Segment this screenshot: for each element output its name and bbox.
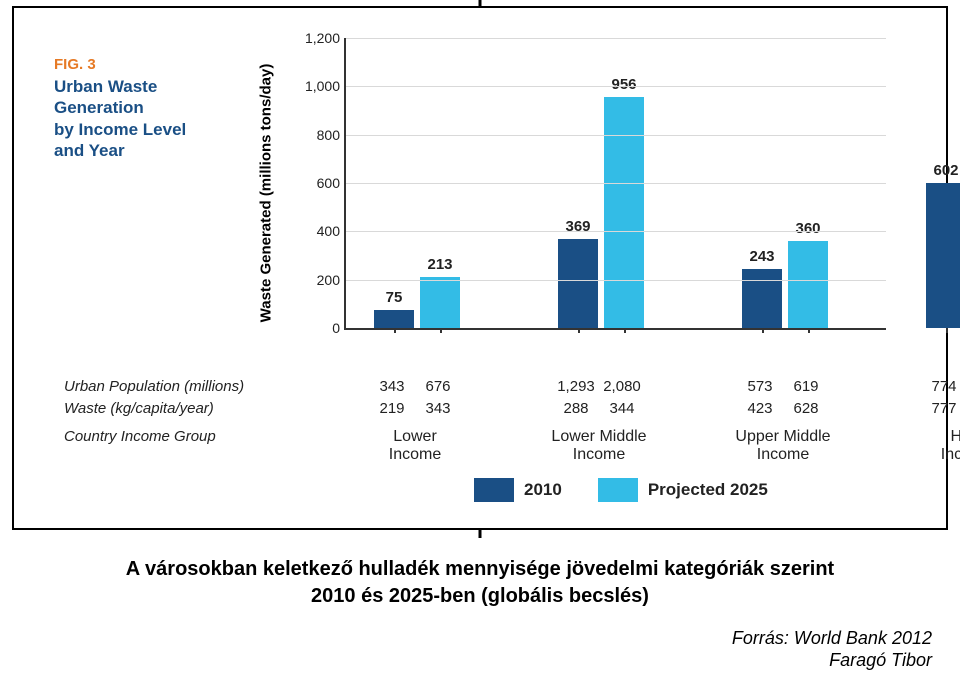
frame-bottom-tick [479,528,482,538]
gridline [346,183,886,184]
bar-2010: 75 [374,310,414,328]
figure-title-line: Urban Waste [54,77,157,96]
legend-item-2010: 2010 [474,478,562,502]
legend-label-2010: 2010 [524,480,562,500]
y-axis-label: Waste Generated (millions tons/day) [258,64,275,323]
table-group-label: Lower MiddleIncome [534,428,664,464]
x-tick [440,328,442,333]
bar-2025: 213 [420,277,460,328]
bar-value-label: 369 [565,218,590,239]
gridline [346,86,886,87]
figure-title-line: Generation [54,98,144,117]
bar-2010: 602 [926,183,960,328]
table-cell: 777 [919,400,960,417]
figure-label: FIG. 3 Urban Waste Generation by Income … [54,56,234,161]
bar-value-label: 75 [386,289,403,310]
table-row-label: Waste (kg/capita/year) [64,400,284,417]
figure-number: FIG. 3 [54,56,234,73]
plot-area: 75213369956243360602686 02004006008001,0… [344,38,886,330]
table-row-label: Urban Population (millions) [64,378,284,395]
table-cell: 619 [781,378,831,395]
table-group-label: Upper MiddleIncome [718,428,848,464]
caption-line: 2010 és 2025-ben (globális becslés) [311,585,649,607]
table-cell: 288 [551,400,601,417]
caption-line: A városokban keletkező hulladék mennyisé… [126,558,834,580]
y-tick-label: 0 [332,320,346,336]
chart-frame: FIG. 3 Urban Waste Generation by Income … [12,6,948,530]
y-tick-label: 1,200 [305,30,346,46]
figure-title: Urban Waste Generation by Income Level a… [54,76,234,161]
data-table: Urban Population (millions)3436761,2932,… [64,378,906,472]
frame-top-tick [479,0,482,8]
table-cell: 774 [919,378,960,395]
table-row: Urban Population (millions) 343676 1,2932,… [64,378,906,400]
y-tick-label: 400 [317,223,346,239]
legend: 2010 Projected 2025 [474,478,768,502]
table-cell: 628 [781,400,831,417]
bar-value-label: 213 [427,256,452,277]
bar-2010: 369 [558,239,598,328]
legend-swatch-2010 [474,478,514,502]
table-cell: 573 [735,378,785,395]
x-tick [762,328,764,333]
table-row: Waste (kg/capita/year) 219343 288344 423628… [64,400,906,422]
legend-label-2025: Projected 2025 [648,480,768,500]
bar-2025: 360 [788,241,828,328]
bar-chart: Waste Generated (millions tons/day) 7521… [304,28,894,358]
table-group-title: Country Income Group [64,428,284,445]
legend-swatch-2025 [598,478,638,502]
table-cell: 676 [413,378,463,395]
source-line: Faragó Tibor [829,650,932,670]
bar-value-label: 602 [933,162,958,183]
bar-value-label: 243 [749,248,774,269]
figure-title-line: by Income Level [54,120,186,139]
legend-item-2025: Projected 2025 [598,478,768,502]
table-cell: 344 [597,400,647,417]
gridline [346,280,886,281]
x-tick [946,328,948,333]
table-cell: 219 [367,400,417,417]
table-cell: 423 [735,400,785,417]
gridline [346,135,886,136]
bar-2025: 956 [604,97,644,328]
source-line: Forrás: World Bank 2012 [732,628,932,648]
x-tick [808,328,810,333]
x-tick [394,328,396,333]
table-cell: 2,080 [597,378,647,395]
source-note: Forrás: World Bank 2012 Faragó Tibor [732,628,932,671]
table-group-row: Country Income Group LowerIncome Lower Mid… [64,428,906,472]
table-group-label: LowerIncome [350,428,480,464]
x-tick [578,328,580,333]
x-tick [624,328,626,333]
bar-2010: 243 [742,269,782,328]
figure-title-line: and Year [54,141,125,160]
y-tick-label: 200 [317,272,346,288]
y-tick-label: 800 [317,127,346,143]
gridline [346,38,886,39]
y-tick-label: 1,000 [305,78,346,94]
gridline [346,231,886,232]
table-group-label: HighIncome [902,428,960,464]
table-cell: 343 [413,400,463,417]
caption: A városokban keletkező hulladék mennyisé… [0,556,960,610]
table-cell: 343 [367,378,417,395]
y-tick-label: 600 [317,175,346,191]
table-cell: 1,293 [551,378,601,395]
